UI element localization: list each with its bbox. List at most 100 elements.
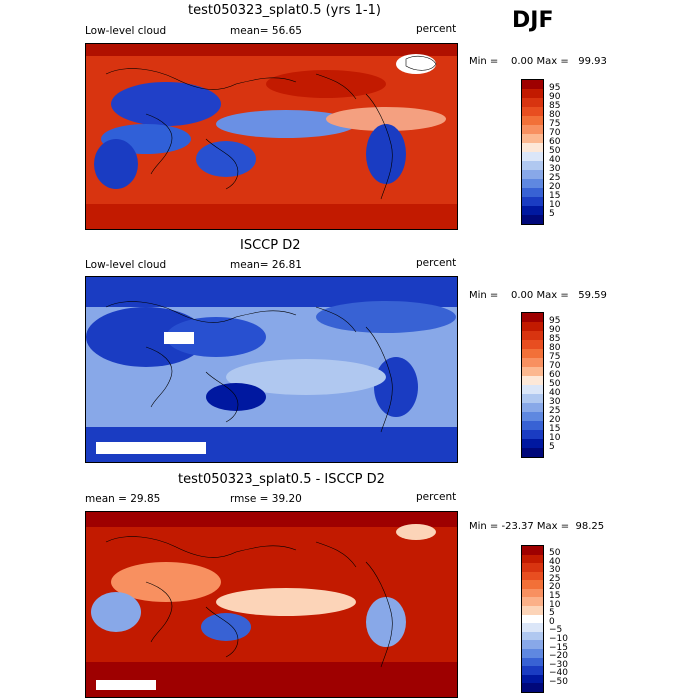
panel-1-minmax: Min = 0.00 Max = 99.93 — [469, 56, 607, 67]
colorbar-tick-label: 40 — [549, 387, 561, 398]
colorbar-tick-label: 25 — [549, 573, 561, 584]
colorbar-tick-label: 90 — [549, 324, 561, 335]
colorbar-swatch — [522, 614, 543, 624]
colorbar-tick-label: 80 — [549, 109, 561, 120]
colorbar-swatch — [522, 376, 543, 385]
colorbar-swatch — [522, 349, 543, 358]
panel-2-units-label: percent — [416, 257, 457, 269]
colorbar-swatch — [522, 116, 543, 125]
colorbar-tick-label: 10 — [549, 199, 561, 210]
colorbar-swatch — [522, 439, 543, 448]
colorbar-tick-label: 20 — [549, 414, 561, 425]
panel-3-rmse-label: rmse = 39.20 — [230, 493, 302, 505]
colorbar-tick-label: 30 — [549, 565, 561, 576]
colorbar-swatch — [522, 170, 543, 179]
panel-3-mean-label: mean = 29.85 — [85, 493, 161, 505]
colorbar-swatch — [522, 448, 543, 457]
colorbar-swatch — [522, 640, 543, 649]
colorbar-tick-label: 30 — [549, 396, 561, 407]
colorbar-swatch — [522, 421, 543, 430]
panel-3-title: test050323_splat0.5 - ISCCP D2 — [178, 472, 385, 487]
colorbar-tick-label: 50 — [549, 378, 561, 389]
panel-2-colorbar — [521, 312, 544, 458]
colorbar-tick-label: 10 — [549, 599, 561, 610]
colorbar-swatch — [522, 394, 543, 403]
colorbar-tick-label: 20 — [549, 181, 561, 192]
colorbar-swatch — [522, 197, 543, 206]
colorbar-tick-label: 85 — [549, 333, 561, 344]
colorbar-swatch — [522, 358, 543, 367]
colorbar-tick-label: 10 — [549, 432, 561, 443]
colorbar-swatch — [522, 385, 543, 394]
colorbar-swatch — [522, 580, 543, 589]
colorbar-tick-label: 50 — [549, 145, 561, 156]
colorbar-swatch — [522, 331, 543, 340]
colorbar-swatch — [522, 89, 543, 98]
colorbar-swatch — [522, 152, 543, 161]
colorbar-tick-label: 20 — [549, 582, 561, 593]
colorbar-tick-label: 40 — [549, 556, 561, 567]
panel-3-minmax: Min = -23.37 Max = 98.25 — [469, 521, 605, 532]
colorbar-tick-label: −10 — [549, 633, 568, 644]
colorbar-tick-label: −15 — [549, 642, 568, 653]
colorbar-swatch — [522, 161, 543, 170]
colorbar-tick-label: 70 — [549, 360, 561, 371]
colorbar-swatch — [522, 313, 543, 322]
panel-1-mean-label: mean= 56.65 — [230, 25, 302, 37]
colorbar-swatch — [522, 80, 543, 89]
colorbar-swatch — [522, 546, 543, 555]
panel-3-map — [85, 511, 458, 698]
colorbar-swatch — [522, 179, 543, 188]
colorbar-tick-label: 25 — [549, 172, 561, 183]
panel-1-colorbar — [521, 79, 544, 225]
colorbar-swatch — [522, 125, 543, 134]
season-label: DJF — [512, 8, 554, 33]
colorbar-tick-label: 15 — [549, 190, 561, 201]
colorbar-tick-label: 5 — [549, 608, 555, 619]
colorbar-swatch — [522, 134, 543, 143]
colorbar-swatch — [522, 403, 543, 412]
colorbar-swatch — [522, 215, 543, 224]
colorbar-tick-label: 15 — [549, 423, 561, 434]
colorbar-swatch — [522, 340, 543, 349]
colorbar-swatch — [522, 674, 543, 684]
colorbar-tick-label: 60 — [549, 136, 561, 147]
panel-3-units-label: percent — [416, 491, 457, 503]
colorbar-tick-label: 30 — [549, 163, 561, 174]
colorbar-tick-label: 60 — [549, 369, 561, 380]
colorbar-tick-label: 5 — [549, 208, 555, 219]
colorbar-tick-label: 15 — [549, 591, 561, 602]
colorbar-swatch — [522, 322, 543, 331]
colorbar-swatch — [522, 666, 543, 675]
colorbar-swatch — [522, 143, 543, 152]
colorbar-tick-label: −20 — [549, 651, 568, 662]
colorbar-tick-label: 75 — [549, 351, 561, 362]
colorbar-tick-label: 90 — [549, 91, 561, 102]
colorbar-tick-label: −30 — [549, 659, 568, 670]
colorbar-swatch — [522, 631, 543, 641]
colorbar-swatch — [522, 107, 543, 116]
colorbar-tick-label: 80 — [549, 342, 561, 353]
colorbar-swatch — [522, 597, 543, 607]
colorbar-swatch — [522, 648, 543, 658]
colorbar-swatch — [522, 367, 543, 376]
panel-2-mean-label: mean= 26.81 — [230, 259, 302, 271]
colorbar-tick-label: 0 — [549, 616, 555, 627]
panel-2-title: ISCCP D2 — [240, 238, 301, 253]
panel-1-map — [85, 43, 458, 230]
colorbar-swatch — [522, 412, 543, 421]
colorbar-swatch — [522, 98, 543, 107]
panel-2-map — [85, 276, 458, 463]
colorbar-tick-label: 95 — [549, 315, 561, 326]
colorbar-swatch — [522, 588, 543, 598]
colorbar-swatch — [522, 606, 543, 615]
colorbar-swatch — [522, 683, 543, 692]
colorbar-tick-label: 75 — [549, 118, 561, 129]
panel-1-units-label: percent — [416, 23, 457, 35]
colorbar-tick-label: −50 — [549, 676, 568, 687]
colorbar-swatch — [522, 657, 543, 667]
panel-2-variable-label: Low-level cloud — [85, 259, 167, 271]
colorbar-tick-label: −40 — [549, 668, 568, 679]
panel-3-colorbar — [521, 545, 544, 693]
colorbar-tick-label: 85 — [549, 100, 561, 111]
